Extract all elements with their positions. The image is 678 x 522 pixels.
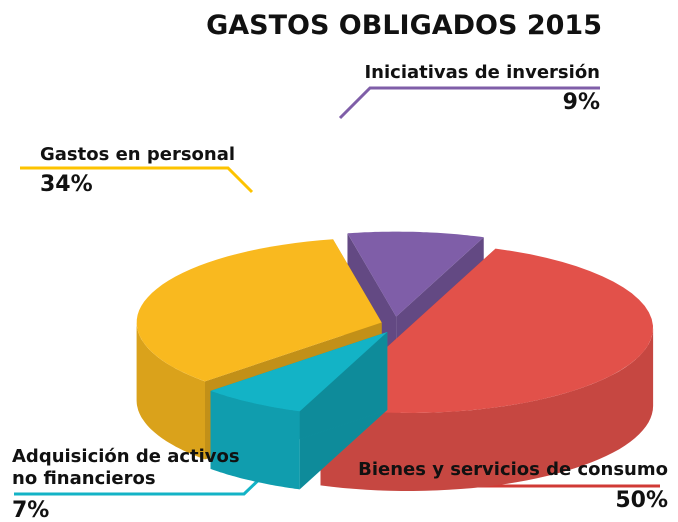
- slice-label: Adquisición de activos no financieros: [12, 446, 240, 489]
- slice-shade: [136, 322, 205, 460]
- slice-value-label: 50%: [615, 488, 668, 513]
- leader-line: [338, 86, 600, 120]
- slice: [347, 231, 484, 317]
- chart-title: GASTOS OBLIGADOS 2015: [206, 10, 602, 41]
- pie: [136, 231, 654, 491]
- slice-side: [210, 390, 300, 490]
- slice-label: Iniciativas de inversión: [364, 62, 600, 83]
- slice-label: Gastos en personal: [40, 144, 236, 165]
- leader-line: [20, 166, 254, 194]
- slice: [210, 332, 388, 412]
- slice-side: [136, 322, 205, 460]
- slice-side: [320, 328, 654, 491]
- slice-value-label: 7%: [12, 498, 50, 522]
- slice-label: Bienes y servicios de consumo: [358, 459, 668, 480]
- slice-shade: [210, 390, 300, 490]
- slice: [320, 248, 653, 413]
- slice-value-label: 9%: [562, 90, 600, 115]
- slice-value-label: 34%: [40, 172, 93, 197]
- slice-shade: [320, 328, 654, 491]
- slice: [136, 239, 382, 382]
